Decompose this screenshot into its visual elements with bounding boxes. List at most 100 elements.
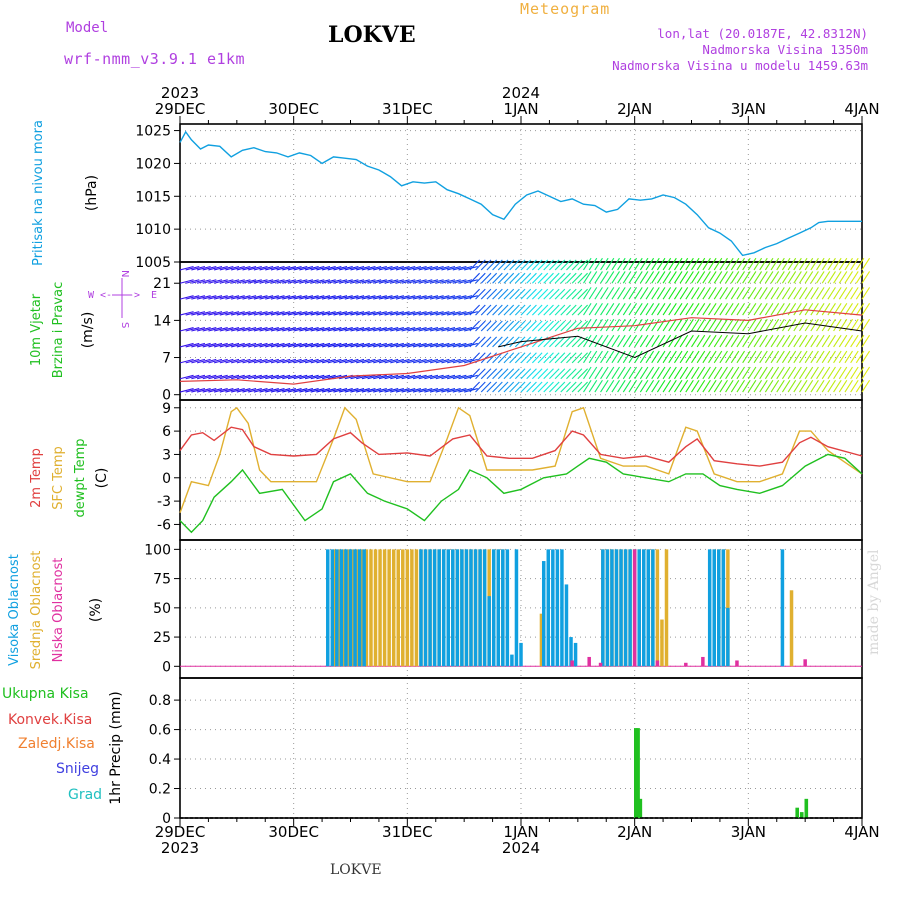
wind-barb bbox=[446, 311, 461, 316]
wind-barb bbox=[850, 318, 859, 332]
wind-barb bbox=[520, 304, 532, 316]
wind-barb bbox=[651, 302, 660, 316]
precip-bar bbox=[804, 798, 809, 818]
wind-barb bbox=[566, 352, 577, 364]
wind-barb bbox=[401, 374, 416, 380]
wind-barb bbox=[656, 271, 666, 284]
cloud-bar-high bbox=[614, 549, 619, 667]
wind-barb bbox=[384, 374, 399, 380]
wind-barb bbox=[299, 327, 314, 332]
wind-barb bbox=[219, 388, 234, 393]
wind-barb bbox=[526, 336, 537, 348]
wind-barb bbox=[855, 334, 865, 348]
wind-barb bbox=[753, 350, 763, 364]
wind-barb bbox=[764, 350, 774, 364]
wind-barb bbox=[571, 336, 583, 348]
wind-barb bbox=[509, 288, 520, 300]
wind-barb bbox=[770, 271, 780, 284]
wind-barb bbox=[202, 342, 217, 348]
cloud-bar-mid bbox=[364, 549, 369, 667]
wind-barb bbox=[356, 358, 370, 364]
wind-barb bbox=[242, 279, 257, 284]
wind-barb bbox=[560, 304, 571, 316]
wind-barb bbox=[293, 311, 308, 316]
wind-barb bbox=[764, 302, 774, 316]
wind-barb bbox=[293, 327, 308, 332]
y-tick-label: 1015 bbox=[135, 189, 171, 205]
compass-arrow-e: -> bbox=[128, 290, 140, 301]
y-tick-label: 0.6 bbox=[149, 723, 171, 739]
wind-barb bbox=[503, 272, 515, 284]
cloud-bar-high bbox=[642, 549, 646, 667]
wind-barb bbox=[486, 336, 498, 348]
wind-barb bbox=[719, 334, 728, 348]
wind-barb bbox=[759, 287, 768, 300]
wind-barb bbox=[730, 366, 740, 380]
wind-barb bbox=[753, 271, 763, 284]
wind-barb bbox=[583, 271, 592, 284]
wind-barb bbox=[469, 381, 480, 393]
wind-barb bbox=[804, 379, 814, 393]
wind-barb bbox=[282, 279, 297, 284]
wind-barb bbox=[248, 327, 262, 332]
wind-barb bbox=[213, 311, 228, 316]
wind-barb bbox=[503, 368, 515, 380]
wind-barb bbox=[810, 379, 819, 393]
wind-barb bbox=[673, 366, 683, 380]
wind-barb bbox=[526, 381, 537, 393]
wind-barb bbox=[560, 259, 571, 271]
wind-barb bbox=[850, 350, 859, 364]
wind-barb bbox=[509, 368, 520, 380]
wind-barb bbox=[299, 265, 314, 271]
wind-barb bbox=[236, 374, 251, 380]
wind-barb bbox=[611, 318, 620, 332]
wind-barb bbox=[742, 287, 751, 300]
wind-barb bbox=[270, 388, 285, 393]
wind-barb bbox=[759, 350, 768, 364]
compass-south: S bbox=[119, 322, 130, 328]
wind-barb bbox=[696, 334, 706, 348]
cloud-bar-high bbox=[330, 549, 335, 667]
wind-barb bbox=[475, 320, 486, 332]
wind-barb bbox=[503, 288, 515, 300]
wind-barb bbox=[804, 350, 814, 364]
wind-barb bbox=[191, 279, 206, 284]
wind-barb bbox=[424, 295, 439, 300]
wind-barb bbox=[185, 311, 200, 316]
wind-barb bbox=[185, 265, 200, 271]
wind-barb bbox=[407, 374, 422, 380]
wind-barb bbox=[486, 368, 498, 380]
wind-barb bbox=[407, 342, 422, 348]
wind-barb bbox=[736, 350, 745, 364]
wind-barb bbox=[429, 279, 444, 284]
panel-3: 9 6 3 0 -3 -6 bbox=[157, 399, 863, 541]
wind-barb bbox=[617, 302, 626, 316]
wind-barb bbox=[492, 288, 503, 300]
wind-barb bbox=[827, 318, 836, 332]
wind-barb bbox=[793, 257, 802, 271]
wind-barb bbox=[185, 342, 200, 348]
wind-barb bbox=[861, 350, 871, 364]
wind-barb bbox=[549, 352, 560, 364]
wind-barb bbox=[583, 318, 592, 332]
wind-barb bbox=[475, 288, 486, 300]
wind-barb bbox=[662, 271, 672, 284]
wind-barb bbox=[696, 287, 706, 300]
wind-barb bbox=[645, 366, 655, 380]
wind-barb bbox=[185, 374, 200, 380]
wind-barb bbox=[429, 295, 444, 300]
wind-barb bbox=[282, 358, 297, 364]
wind-barb bbox=[719, 350, 728, 364]
wind-barb bbox=[855, 318, 865, 332]
wind-barb bbox=[725, 287, 734, 300]
wind-barb bbox=[213, 327, 228, 332]
wind-barb bbox=[571, 352, 583, 364]
wind-barb bbox=[390, 327, 404, 332]
wind-barb bbox=[441, 342, 456, 348]
wind-barb bbox=[384, 265, 399, 271]
year-label-top: 2023 bbox=[161, 84, 199, 102]
wind-barb bbox=[384, 311, 399, 316]
wind-barb bbox=[401, 388, 416, 393]
wind-barb bbox=[708, 350, 717, 364]
wind-barb bbox=[583, 366, 592, 380]
